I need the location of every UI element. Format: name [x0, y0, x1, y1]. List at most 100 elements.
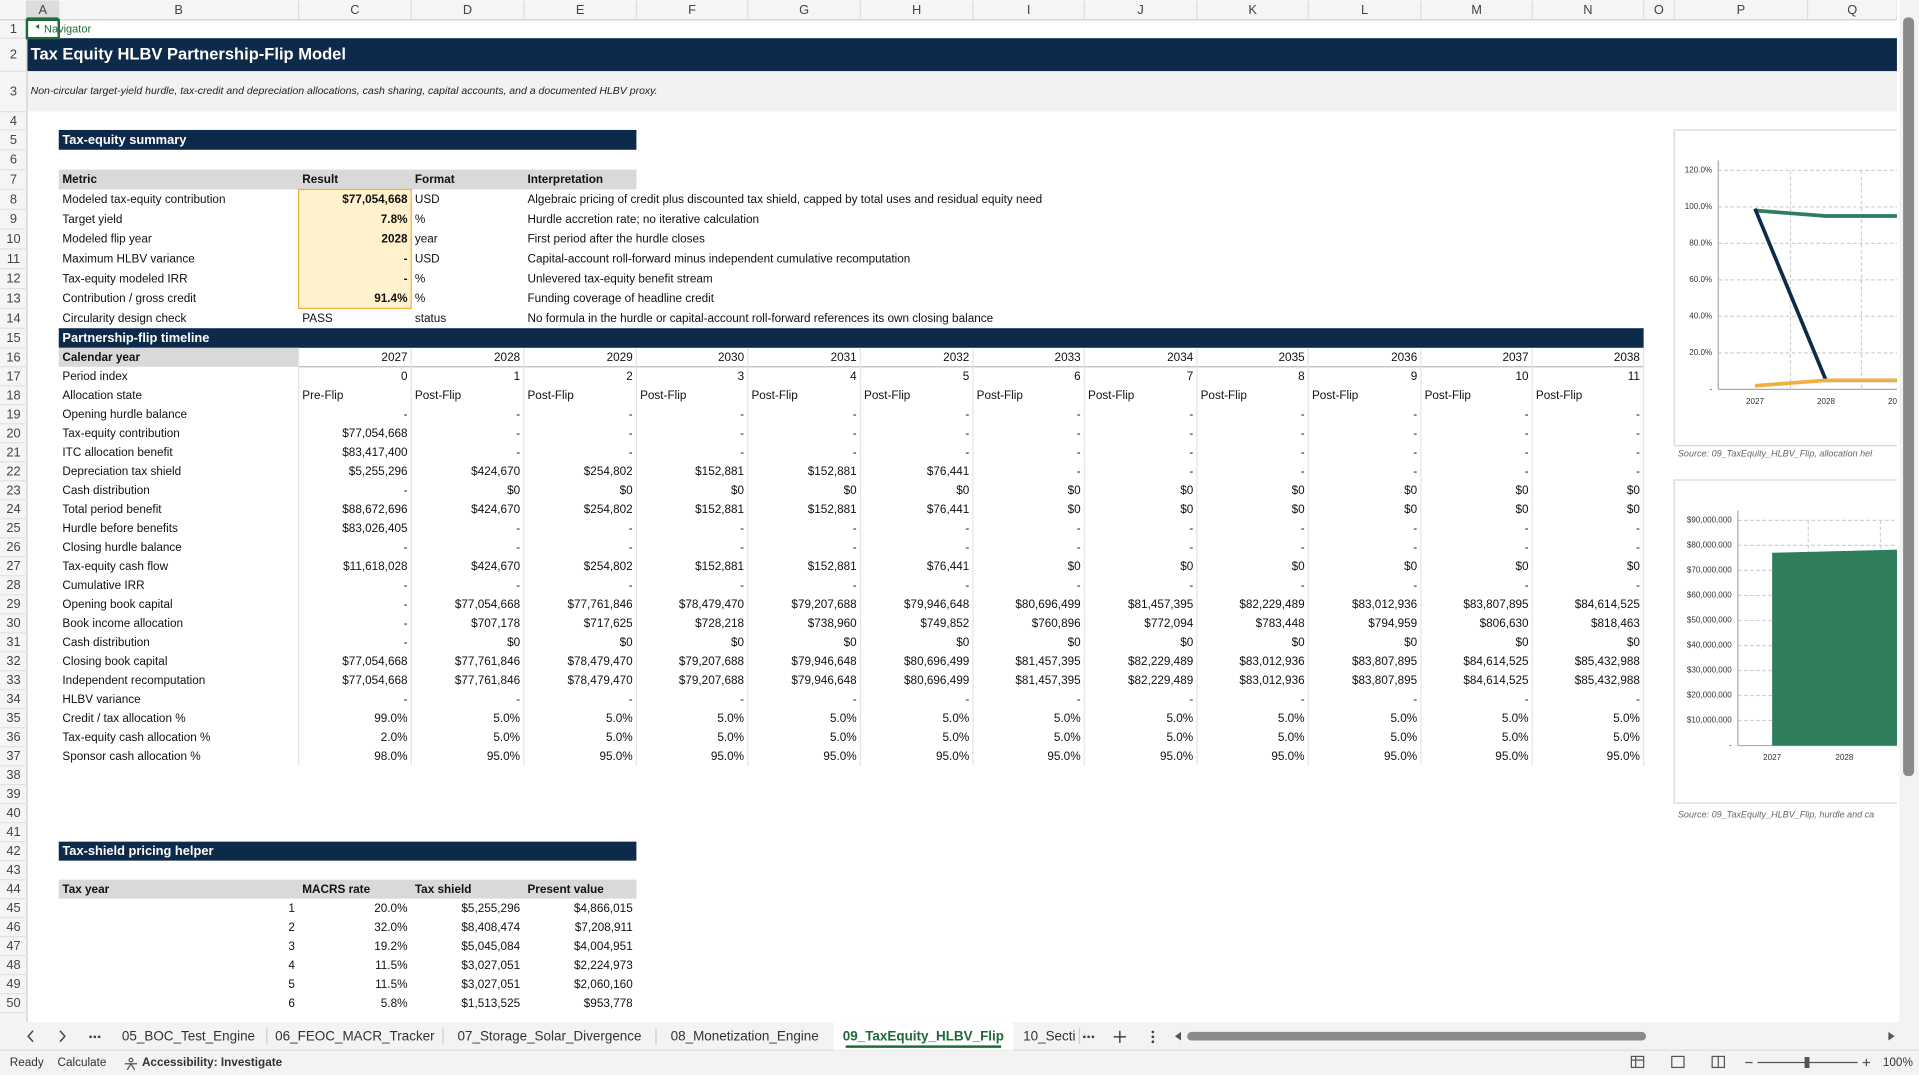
- cell: 11: [1628, 370, 1640, 383]
- sheet-tab[interactable]: 10_Secti: [1023, 1028, 1075, 1043]
- column-header: O: [1654, 2, 1664, 17]
- hscroll-right[interactable]: [1888, 1031, 1895, 1041]
- cell: $8,408,474: [461, 921, 520, 934]
- hscroll-left[interactable]: [1174, 1031, 1182, 1041]
- cell: 5.0%: [1390, 731, 1417, 744]
- y-tick-label: $30,000,000: [1687, 666, 1732, 675]
- tab-overflow[interactable]: [1082, 1035, 1095, 1039]
- cell: 5.8%: [381, 997, 408, 1010]
- y-tick-label: 40.0%: [1689, 312, 1712, 321]
- year: 2030: [718, 351, 745, 364]
- tab-more[interactable]: [89, 1035, 101, 1039]
- sheet-tab[interactable]: 07_Storage_Solar_Divergence: [458, 1028, 642, 1043]
- cell: -: [740, 408, 744, 421]
- view-buttons[interactable]: [1630, 1055, 1726, 1069]
- cell: $152,881: [695, 465, 744, 478]
- cell: Post-Flip: [1312, 389, 1359, 402]
- cell: -: [1413, 446, 1417, 459]
- sheet-tab[interactable]: 09_TaxEquity_HLBV_Flip: [843, 1028, 1004, 1043]
- cell: 5.0%: [493, 712, 520, 725]
- cell: 5.0%: [1167, 712, 1194, 725]
- cell: $85,432,988: [1575, 655, 1641, 668]
- table-header: Format: [415, 173, 455, 186]
- table-header: Interpretation: [527, 173, 603, 186]
- y-tick-label: -: [1709, 385, 1712, 394]
- cell: 19.2%: [374, 940, 408, 953]
- sheet-options[interactable]: [1151, 1030, 1155, 1044]
- cell: 9: [1411, 370, 1418, 383]
- cell: PASS: [302, 312, 333, 325]
- row-header: 8: [10, 191, 17, 206]
- column-header: A: [39, 2, 48, 17]
- cell: $0: [1627, 484, 1641, 497]
- cell: $0: [844, 636, 858, 649]
- cell: Funding coverage of headline credit: [527, 292, 714, 305]
- sheet-tab[interactable]: 05_BOC_Test_Engine: [122, 1028, 255, 1043]
- table-header-bg: [58, 169, 637, 190]
- cell: -: [1636, 408, 1640, 421]
- x-tick-label: 2027: [1763, 753, 1781, 762]
- cell: $84,614,525: [1463, 655, 1529, 668]
- cell: -: [853, 579, 857, 592]
- cell: 95.0%: [599, 750, 633, 763]
- add-sheet[interactable]: [1113, 1030, 1126, 1043]
- cell: -: [1189, 579, 1193, 592]
- label-header-bg: [58, 347, 299, 367]
- cell: -: [516, 579, 520, 592]
- cell: 5.0%: [1054, 712, 1081, 725]
- zoom-level[interactable]: 100%: [1883, 1056, 1914, 1069]
- cell: 4: [288, 959, 295, 972]
- row-label: Cash distribution: [62, 484, 149, 497]
- cell: $0: [507, 636, 521, 649]
- cell: $82,229,489: [1128, 674, 1193, 687]
- area: [1772, 549, 1897, 746]
- status-calculate[interactable]: Calculate: [58, 1056, 107, 1069]
- section-bar: [58, 129, 637, 150]
- cell: %: [415, 272, 426, 285]
- hscroll-thumb[interactable]: [1187, 1031, 1647, 1041]
- zoom-slider[interactable]: [1745, 1057, 1871, 1069]
- cell: 10: [1516, 370, 1530, 383]
- tab-prev[interactable]: [27, 1030, 34, 1043]
- input-cells: [298, 188, 412, 310]
- cell: $806,630: [1480, 617, 1529, 630]
- cell: $152,881: [695, 503, 744, 516]
- row-header: 17: [6, 368, 20, 383]
- cell: 2: [626, 370, 633, 383]
- cell: 5.0%: [1054, 731, 1081, 744]
- cell: 99.0%: [374, 712, 408, 725]
- year: 2034: [1167, 351, 1194, 364]
- row-header: 48: [6, 957, 20, 972]
- sheet-tab[interactable]: 06_FEOC_MACR_Tracker: [275, 1028, 435, 1043]
- status-accessibility[interactable]: Accessibility: Investigate: [142, 1056, 283, 1069]
- cell: -: [1189, 693, 1193, 706]
- row-header: 5: [10, 132, 17, 147]
- cell: 5.0%: [943, 712, 970, 725]
- row-header: 28: [6, 577, 20, 592]
- cell: -: [404, 617, 408, 630]
- column-header: L: [1361, 2, 1368, 17]
- cell: 95.0%: [711, 750, 745, 763]
- cell: $0: [1180, 636, 1194, 649]
- row-header: 3: [10, 83, 17, 98]
- cell: $0: [1068, 484, 1082, 497]
- cell: 5.0%: [1613, 731, 1640, 744]
- row-header: 24: [6, 501, 20, 516]
- cell: -: [516, 522, 520, 535]
- cell: $0: [1068, 503, 1082, 516]
- cell: -: [1525, 579, 1529, 592]
- y-tick-label: $10,000,000: [1687, 716, 1732, 725]
- sheet-tab[interactable]: 08_Monetization_Engine: [671, 1028, 819, 1043]
- cell: $0: [1627, 636, 1641, 649]
- cell: $82,229,489: [1239, 598, 1304, 611]
- scroll-thumb[interactable]: [1903, 17, 1915, 777]
- y-tick-label: $50,000,000: [1687, 616, 1732, 625]
- column-header: F: [688, 2, 696, 17]
- row-label: ITC allocation benefit: [62, 446, 173, 459]
- cell: -: [740, 446, 744, 459]
- cell: 5.0%: [830, 712, 857, 725]
- navigator-link[interactable]: Navigator: [44, 24, 91, 36]
- y-tick-label: $70,000,000: [1687, 566, 1732, 575]
- tab-next[interactable]: [59, 1030, 66, 1043]
- cell: -: [404, 693, 408, 706]
